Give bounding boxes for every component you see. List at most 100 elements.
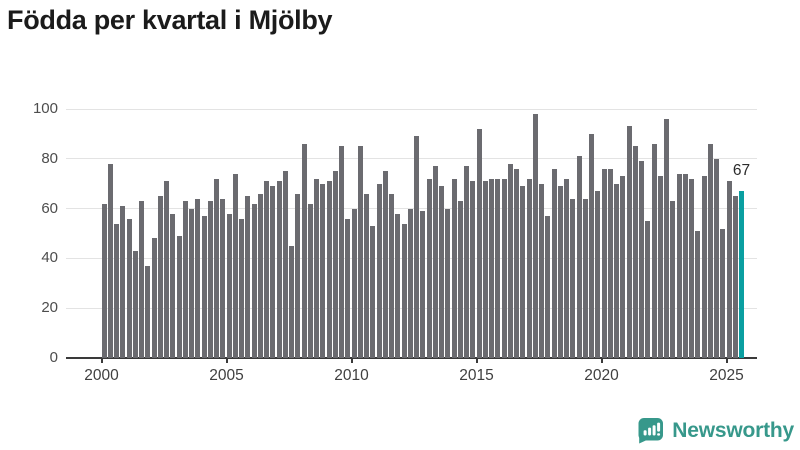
bar-2005-q4	[245, 196, 251, 358]
bar-2005-q3	[239, 218, 244, 358]
bar-2014-q2	[457, 201, 463, 358]
bar-2003-q2	[182, 201, 188, 358]
bar-2006-q3	[264, 181, 269, 358]
bar-2002-q3	[164, 181, 169, 358]
highlighted-bar-2025-q3	[739, 191, 744, 358]
bar-2013-q2	[432, 166, 438, 358]
bar-2008-q4	[320, 183, 326, 358]
bar-2004-q4	[220, 198, 226, 358]
bar-2003-q4	[195, 198, 201, 358]
x-axis-label-2010: 2010	[334, 367, 369, 384]
bar-2011-q1	[376, 183, 382, 358]
x-axis-label-2020: 2020	[584, 367, 619, 384]
x-axis-label-2015: 2015	[459, 367, 494, 384]
bar-2024-q4	[720, 228, 726, 358]
bar-2018-q1	[551, 168, 557, 358]
bar-2013-q1	[426, 178, 432, 358]
bar-2016-q2	[507, 163, 513, 358]
bar-2015-q2	[482, 181, 488, 358]
bar-2010-q1	[351, 208, 357, 358]
bar-2009-q1	[326, 181, 332, 358]
bar-2005-q2	[232, 173, 238, 358]
bar-2012-q2	[407, 208, 413, 358]
bar-2007-q2	[282, 171, 288, 358]
y-axis-label-60: 60	[41, 199, 58, 217]
bar-2023-q1	[676, 173, 682, 358]
bar-2006-q4	[270, 186, 276, 358]
x-tickmark-2025	[725, 358, 728, 363]
bar-2011-q2	[382, 171, 388, 358]
bar-2024-q3	[714, 158, 719, 358]
bar-2001-q3	[139, 201, 144, 358]
bar-2004-q3	[214, 178, 219, 358]
bar-2007-q4	[295, 193, 301, 358]
bar-2001-q4	[145, 265, 151, 358]
x-tickmark-2005	[225, 358, 228, 363]
bar-2019-q3	[589, 133, 594, 358]
bar-2015-q3	[489, 178, 494, 358]
bar-2021-q3	[639, 161, 644, 358]
bar-2024-q1	[701, 176, 707, 358]
bar-2023-q2	[682, 173, 688, 358]
bar-2022-q3	[664, 118, 669, 358]
bar-2006-q2	[257, 193, 263, 358]
bar-2019-q2	[582, 198, 588, 358]
bar-2016-q3	[514, 168, 519, 358]
bar-2006-q1	[251, 203, 257, 358]
bar-2013-q3	[439, 186, 444, 358]
bar-2012-q4	[420, 211, 426, 358]
newsworthy-logo[interactable]: Newsworthy	[637, 417, 794, 444]
bar-2023-q3	[689, 178, 694, 358]
bar-2011-q3	[389, 193, 394, 358]
chart-title: Födda per kvartal i Mjölby	[7, 5, 333, 35]
bar-2022-q2	[657, 176, 663, 358]
bar-2025-q1	[726, 181, 732, 358]
bar-2000-q3	[114, 223, 119, 358]
bar-2021-q2	[632, 146, 638, 358]
bar-2008-q2	[307, 203, 313, 358]
gridline-y-80	[66, 158, 757, 160]
bar-2022-q1	[651, 143, 657, 358]
bar-2020-q3	[614, 183, 619, 358]
x-axis-line	[66, 357, 757, 359]
bar-2009-q3	[339, 146, 344, 358]
gridline-y-100	[66, 108, 757, 110]
bar-2012-q1	[401, 223, 407, 358]
newsworthy-logo-text: Newsworthy	[672, 418, 794, 442]
newsworthy-logo-icon	[638, 418, 664, 444]
bar-2017-q3	[539, 183, 544, 358]
y-axis-label-0: 0	[49, 349, 58, 366]
bar-2025-q2	[732, 196, 738, 358]
bar-2015-q4	[495, 178, 501, 358]
bar-2017-q1	[526, 178, 532, 358]
bar-2017-q4	[545, 216, 551, 358]
bar-2008-q1	[301, 143, 307, 358]
bar-2001-q1	[126, 218, 132, 358]
x-tickmark-2015	[475, 358, 478, 363]
bar-2003-q1	[176, 235, 182, 358]
bar-2000-q2	[107, 163, 113, 358]
bar-2005-q1	[226, 213, 232, 358]
bar-2004-q2	[207, 201, 213, 358]
bar-2019-q1	[576, 156, 582, 358]
bar-2010-q2	[357, 146, 363, 358]
bar-2012-q3	[414, 136, 419, 358]
bar-2004-q1	[201, 216, 207, 358]
bar-2017-q2	[532, 113, 538, 358]
bar-2007-q3	[289, 245, 294, 358]
bar-2014-q3	[464, 166, 469, 358]
bar-2009-q2	[332, 171, 338, 358]
bar-2011-q4	[395, 213, 401, 358]
bar-2018-q3	[564, 178, 569, 358]
bar-2021-q4	[645, 221, 651, 358]
y-axis-label-40: 40	[41, 249, 58, 267]
bar-2003-q3	[189, 208, 194, 358]
x-tickmark-2010	[350, 358, 353, 363]
bar-2018-q4	[570, 198, 576, 358]
bar-2020-q4	[620, 176, 626, 358]
bar-2015-q1	[476, 128, 482, 358]
bar-2010-q4	[370, 226, 376, 358]
bar-2008-q3	[314, 178, 319, 358]
bar-2022-q4	[670, 201, 676, 358]
